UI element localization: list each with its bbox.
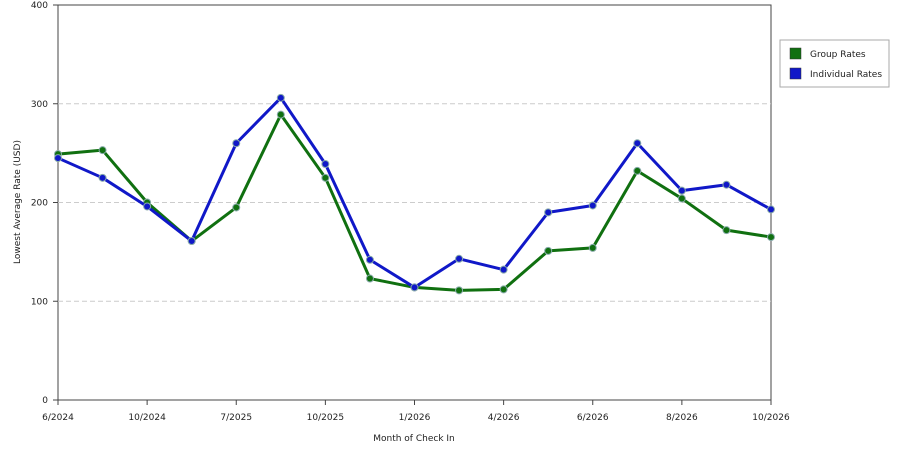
x-tick-label: 6/2024	[42, 413, 74, 423]
point	[677, 194, 686, 203]
point	[410, 283, 419, 292]
point	[767, 233, 775, 242]
point	[276, 93, 285, 102]
legend-label: Group Rates	[810, 50, 866, 60]
legend-label: Individual Rates	[810, 70, 882, 80]
point	[187, 237, 196, 246]
point	[588, 243, 597, 252]
y-tick-label: 200	[31, 199, 48, 209]
point	[722, 180, 731, 189]
point	[365, 255, 374, 264]
point	[633, 139, 642, 148]
x-tick-label: 10/2026	[752, 413, 790, 423]
point	[232, 203, 241, 212]
x-tick-label: 10/2024	[128, 413, 166, 423]
y-tick-label: 400	[31, 1, 48, 11]
point	[54, 154, 62, 163]
x-tick-label: 8/2026	[666, 413, 698, 423]
point	[98, 173, 107, 182]
x-axis-label: Month of Check In	[373, 434, 455, 444]
point	[633, 166, 642, 175]
point	[722, 226, 731, 235]
y-axis-label: Lowest Average Rate (USD)	[13, 140, 23, 264]
point	[232, 139, 241, 148]
x-tick-label: 7/2025	[220, 413, 252, 423]
x-tick-label: 10/2025	[307, 413, 344, 423]
point	[276, 110, 285, 119]
point	[365, 274, 374, 283]
x-tick-label: 1/2026	[399, 413, 431, 423]
point	[98, 146, 107, 155]
point	[767, 205, 775, 214]
y-tick-label: 100	[31, 297, 48, 307]
x-tick-label: 4/2026	[488, 413, 520, 423]
y-tick-label: 0	[42, 396, 48, 406]
point	[455, 286, 464, 295]
point	[499, 285, 508, 294]
point	[588, 201, 597, 210]
point	[544, 246, 553, 255]
point	[321, 159, 330, 168]
point	[143, 202, 152, 211]
point	[321, 173, 330, 182]
point	[499, 265, 508, 274]
y-tick-label: 300	[31, 100, 48, 110]
legend-swatch	[789, 67, 802, 80]
legend-swatch	[789, 47, 802, 60]
point	[544, 208, 553, 217]
x-tick-label: 6/2026	[577, 413, 609, 423]
point	[677, 186, 686, 195]
point	[455, 254, 464, 263]
